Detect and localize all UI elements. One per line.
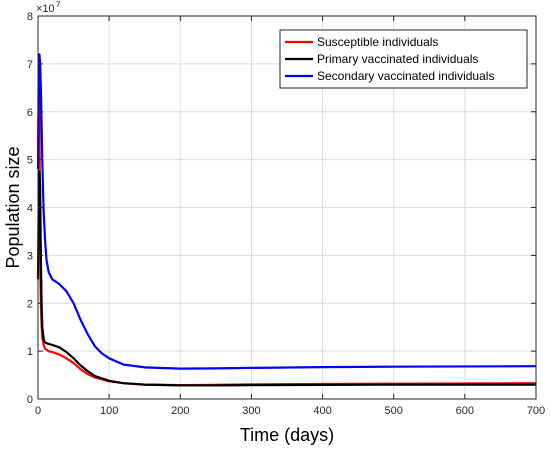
legend-box [279,29,528,89]
y-tick-label: 1 [27,346,33,358]
y-tick-label: 7 [27,59,33,71]
x-tick-label: 700 [527,405,545,417]
y-tick-label: 6 [27,107,33,119]
y-multiplier-exponent: 7 [56,0,61,9]
y-axis-ticks: 0 1 2 3 4 5 6 7 8 [27,11,536,406]
y-multiplier-base: ×10 [36,3,55,15]
x-tick-label: 200 [171,405,189,417]
legend-label: Susceptible individuals [317,35,438,49]
x-axis-ticks: 0 100 200 300 400 500 600 700 [35,16,545,417]
x-tick-label: 400 [313,405,331,417]
series-lines [36,53,537,387]
y-axis-label: Population size [3,146,23,268]
y-tick-label: 3 [27,250,33,262]
y-tick-label: 2 [27,298,33,310]
x-axis-label: Time (days) [240,425,334,445]
y-tick-label: 0 [27,394,33,406]
x-tick-label: 500 [385,405,403,417]
series-line-secondary-vaccinated-individuals [36,53,537,370]
y-tick-label: 5 [27,155,33,167]
x-tick-label: 0 [35,405,41,417]
series-line-primary-vaccinated-individuals [36,170,536,387]
y-tick-label: 8 [27,11,33,23]
y-axis-multiplier: ×10 7 [36,0,61,15]
x-tick-label: 100 [100,405,118,417]
x-tick-label: 600 [456,405,474,417]
legend-label: Secondary vaccinated individuals [317,69,494,83]
y-tick-label: 4 [27,203,33,215]
legend-label: Primary vaccinated individuals [317,52,478,66]
legend: Susceptible individuals Primary vaccinate… [279,29,528,89]
x-tick-label: 300 [242,405,260,417]
